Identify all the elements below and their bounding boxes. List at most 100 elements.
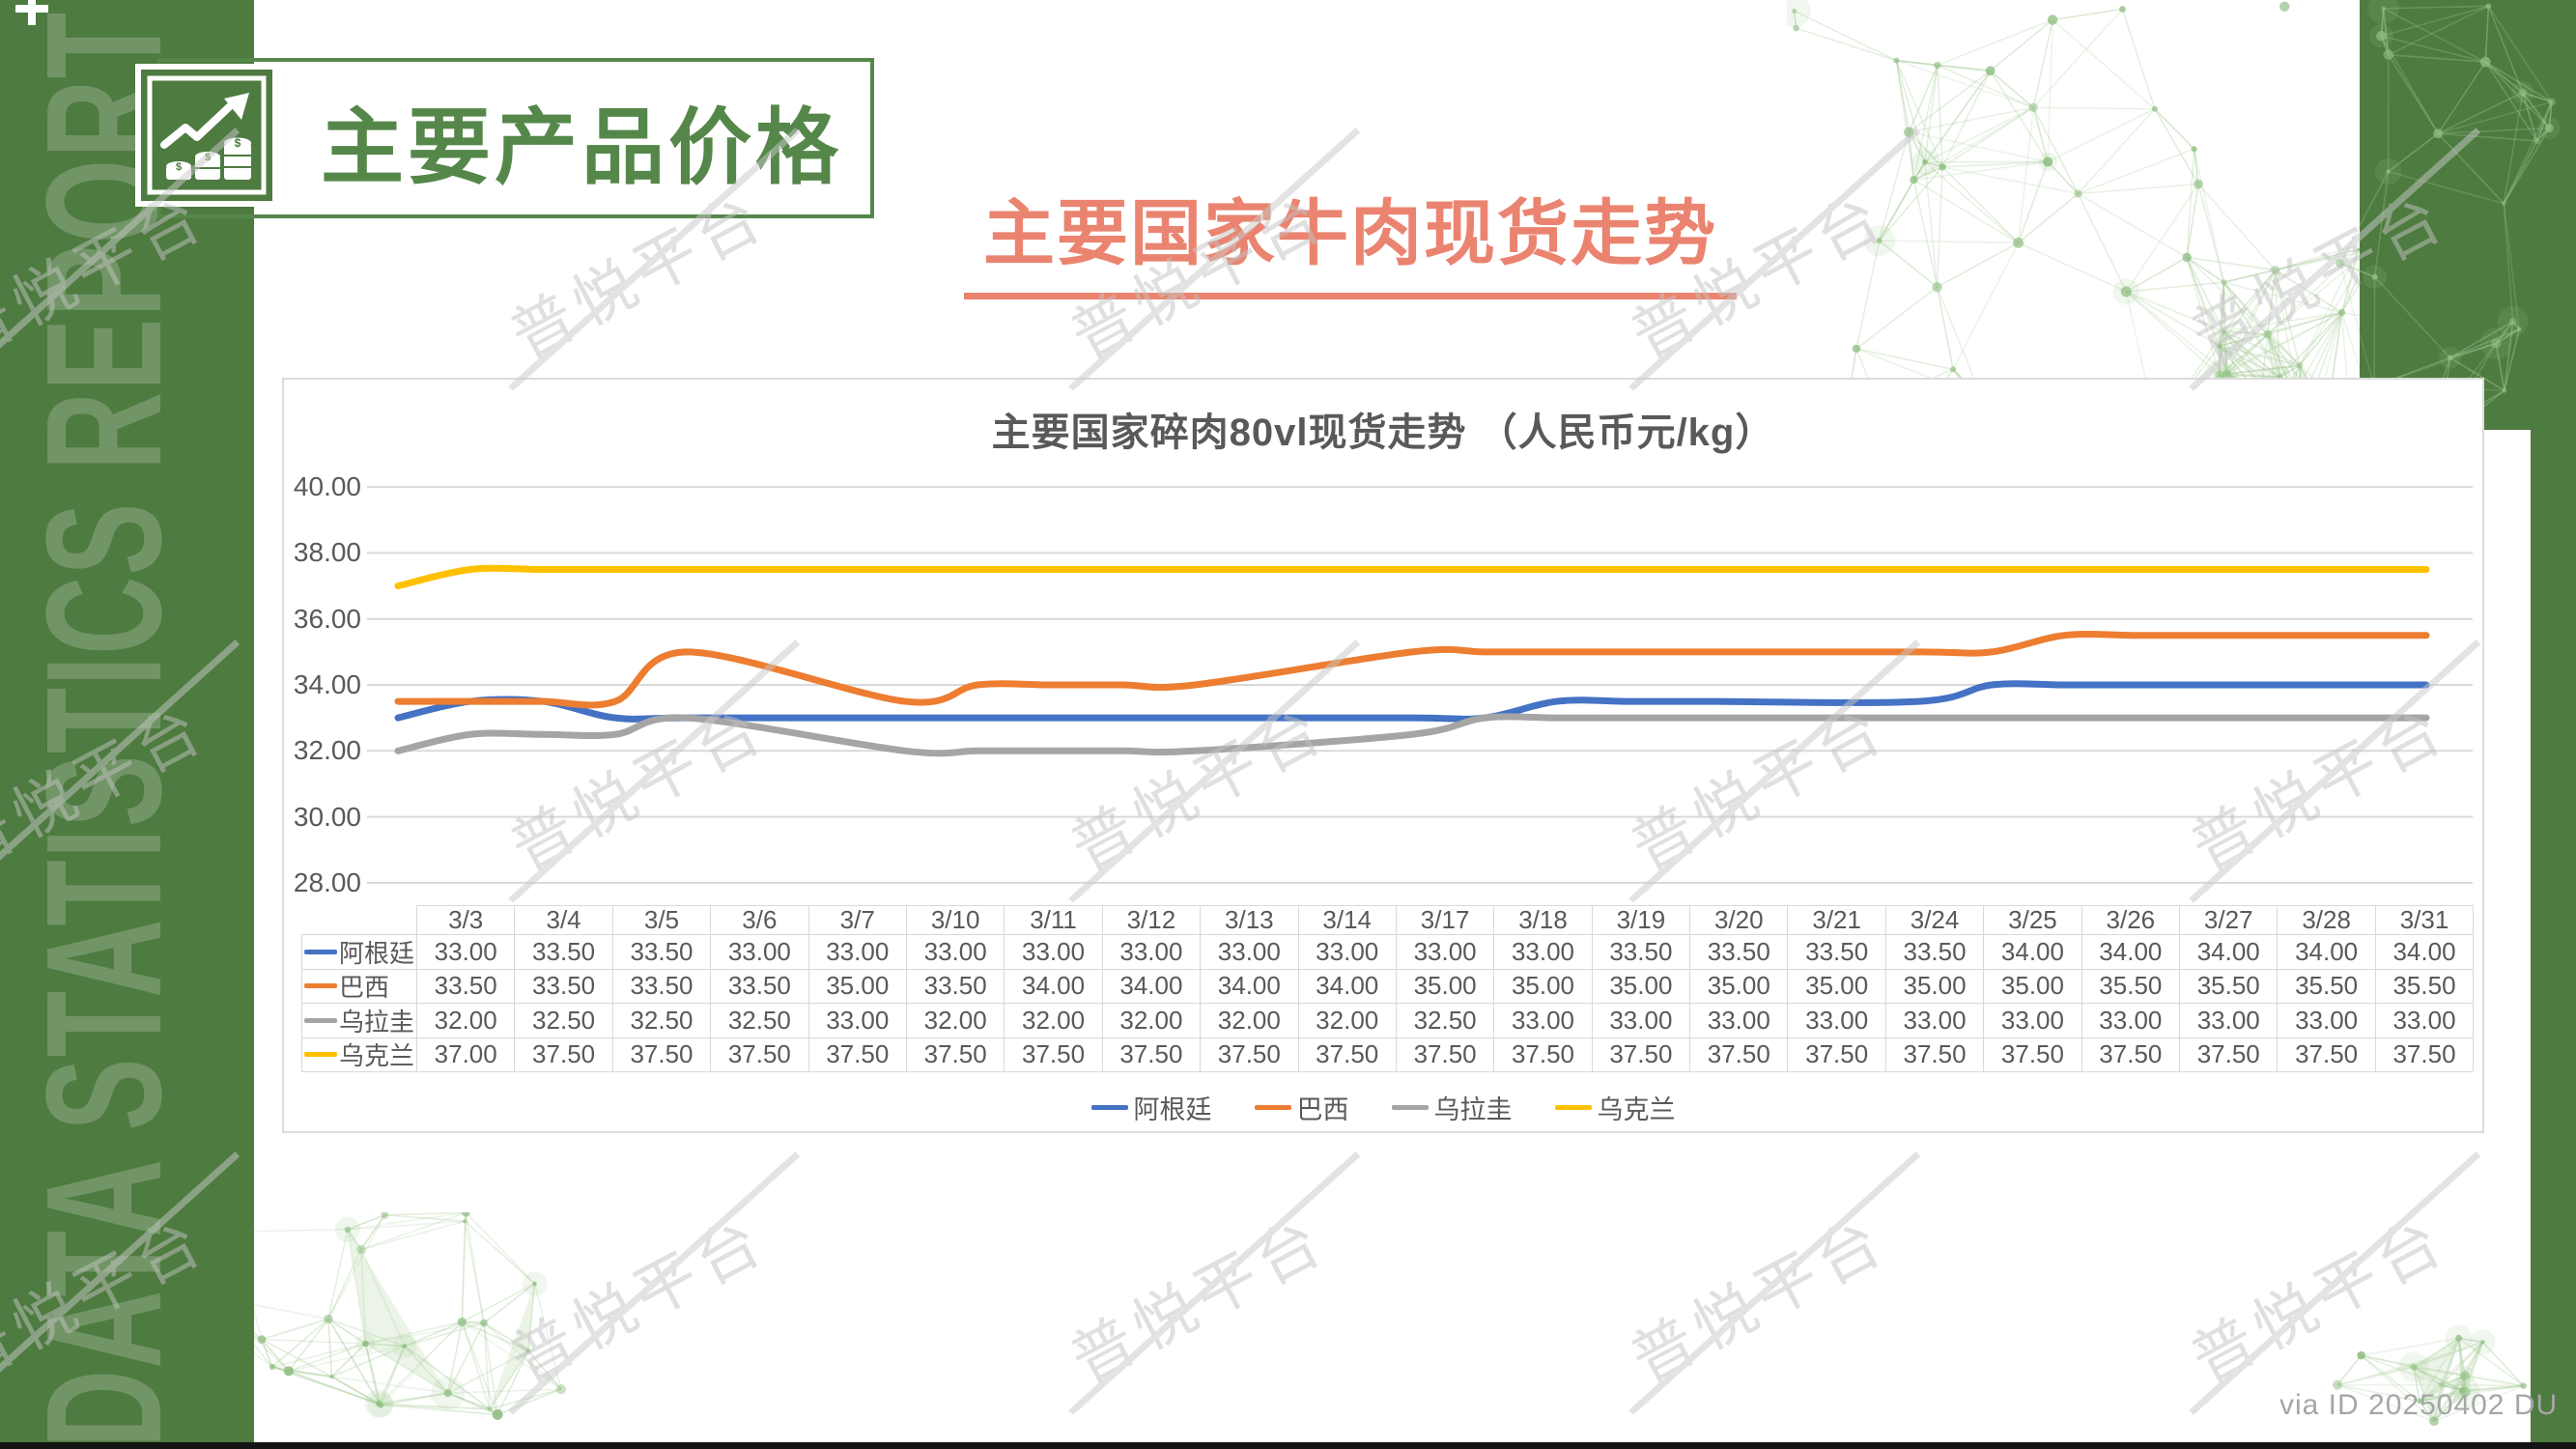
table-value-cell: 33.00 <box>906 935 1005 970</box>
watermark-slash <box>508 1151 801 1415</box>
table-row-label: 乌拉圭 <box>301 1004 417 1038</box>
watermark: 普悦平台 <box>2173 1151 2481 1415</box>
table-value-cell: 37.50 <box>1788 1037 1886 1072</box>
growth-chart-icon: $ $ $ <box>141 70 272 201</box>
table-header-cell: 3/5 <box>612 905 712 935</box>
legend-marker <box>1554 1105 1592 1110</box>
table-value-cell: 33.50 <box>906 969 1005 1004</box>
table-value-cell: 37.00 <box>417 1037 516 1072</box>
table-value-cell: 35.50 <box>2081 969 2181 1004</box>
table-value-cell: 33.00 <box>711 935 809 970</box>
table-value-cell: 32.50 <box>515 1004 613 1038</box>
table-value-cell: 33.00 <box>1885 1004 1985 1038</box>
chart-container: 主要国家碎肉80vl现货走势 （人民币元/kg） 40.00 38.00 36.00… <box>282 378 2484 1133</box>
table-value-cell: 33.00 <box>1005 935 1103 970</box>
y-axis-tick: 34.00 <box>293 669 361 699</box>
table-value-cell: 33.00 <box>417 935 516 970</box>
table-header-cell: 3/4 <box>515 905 613 935</box>
table-value-cell: 33.00 <box>1690 1004 1789 1038</box>
watermark-text: 普悦平台 <box>1620 1204 1899 1396</box>
watermark: 普悦平台 <box>493 1151 801 1415</box>
watermark-text: 普悦平台 <box>1060 1204 1339 1396</box>
table-row-label: 阿根廷 <box>301 935 417 970</box>
table-value-cell: 33.00 <box>2278 1004 2376 1038</box>
table-header-cell: 3/13 <box>1201 905 1299 935</box>
table-header-cell: 3/7 <box>808 905 907 935</box>
table-value-cell: 33.00 <box>1201 935 1299 970</box>
chart-title: 主要国家碎肉80vl现货走势 （人民币元/kg） <box>991 412 1775 454</box>
green-edge-strip <box>2531 0 2576 1442</box>
sidebar-vertical-text: DATA STATISTICS REPORT <box>13 11 196 1449</box>
table-header-cell: 3/10 <box>906 905 1005 935</box>
watermark-slash <box>1628 1151 1921 1415</box>
y-axis-tick: 40.00 <box>293 471 361 502</box>
table-value-cell: 34.00 <box>1984 935 2082 970</box>
table-value-cell: 32.00 <box>1102 1004 1202 1038</box>
legend-marker <box>1090 1105 1128 1110</box>
watermark: 普悦平台 <box>1613 1151 1921 1415</box>
table-value-cell: 35.00 <box>1494 969 1593 1004</box>
table-value-cell: 35.00 <box>1690 969 1789 1004</box>
table-header-cell: 3/31 <box>2375 905 2475 935</box>
table-value-cell: 33.50 <box>612 935 712 970</box>
watermark: 普悦平台 <box>1053 1151 1361 1415</box>
source-note: via ID 20250402 DU <box>2279 1389 2559 1421</box>
table-value-cell: 37.50 <box>2081 1037 2181 1072</box>
table-value-cell: 35.50 <box>2180 969 2279 1004</box>
table-value-cell: 35.00 <box>1788 969 1886 1004</box>
table-value-cell: 33.50 <box>1690 935 1789 970</box>
watermark-text: 普悦平台 <box>2180 1204 2459 1396</box>
table-value-cell: 32.00 <box>1201 1004 1299 1038</box>
table-value-cell: 37.50 <box>1396 1037 1495 1072</box>
table-value-cell: 32.00 <box>417 1004 516 1038</box>
table-header-cell: 3/12 <box>1102 905 1202 935</box>
table-value-cell: 37.50 <box>2180 1037 2279 1072</box>
table-header-cell: 3/3 <box>417 905 516 935</box>
series-line-乌克兰 <box>394 564 2430 590</box>
table-row-label: 乌克兰 <box>301 1037 417 1072</box>
legend-item: 乌克兰 <box>1554 1089 1676 1126</box>
bottom-edge-bar <box>0 1442 2576 1449</box>
watermark-slash <box>2189 1151 2481 1415</box>
table-header-cell: 3/27 <box>2180 905 2279 935</box>
table-value-cell: 33.50 <box>417 969 516 1004</box>
table-value-cell: 34.00 <box>1005 969 1103 1004</box>
table-value-cell: 37.50 <box>1298 1037 1397 1072</box>
table-value-cell: 33.00 <box>2180 1004 2279 1038</box>
series-line-乌拉圭 <box>394 713 2430 757</box>
table-header-cell: 3/11 <box>1005 905 1103 935</box>
table-value-cell: 33.50 <box>711 969 809 1004</box>
table-value-cell: 33.00 <box>1494 935 1593 970</box>
table-value-cell: 33.50 <box>1788 935 1886 970</box>
legend-item: 阿根廷 <box>1090 1089 1212 1126</box>
table-value-cell: 33.50 <box>612 969 712 1004</box>
coins-icon: $ $ $ <box>166 136 251 180</box>
table-value-cell: 33.00 <box>808 935 907 970</box>
series-marker <box>304 983 337 989</box>
table-value-cell: 33.00 <box>1298 935 1397 970</box>
table-value-cell: 37.50 <box>711 1037 809 1072</box>
table-header-cell: 3/21 <box>1788 905 1886 935</box>
section-title: 主要产品价格 <box>321 101 842 194</box>
table-value-cell: 35.50 <box>2375 969 2475 1004</box>
svg-text:$: $ <box>235 136 241 150</box>
y-axis-tick: 32.00 <box>293 735 361 766</box>
table-header-cell: 3/19 <box>1592 905 1691 935</box>
table-value-cell: 35.50 <box>2278 969 2376 1004</box>
table-value-cell: 37.50 <box>2278 1037 2376 1072</box>
table-value-cell: 37.50 <box>1494 1037 1593 1072</box>
table-value-cell: 37.50 <box>515 1037 613 1072</box>
table-corner-cell <box>301 905 417 935</box>
series-marker <box>304 1017 337 1023</box>
table-value-cell: 37.50 <box>1201 1037 1299 1072</box>
legend-item: 乌拉圭 <box>1391 1089 1513 1126</box>
table-value-cell: 35.00 <box>1984 969 2082 1004</box>
table-value-cell: 37.50 <box>1005 1037 1103 1072</box>
table-value-cell: 37.50 <box>808 1037 907 1072</box>
table-header-cell: 3/26 <box>2081 905 2181 935</box>
table-header-cell: 3/14 <box>1298 905 1397 935</box>
series-line-巴西 <box>394 631 2430 709</box>
table-header-cell: 3/24 <box>1885 905 1985 935</box>
table-value-cell: 35.00 <box>808 969 907 1004</box>
